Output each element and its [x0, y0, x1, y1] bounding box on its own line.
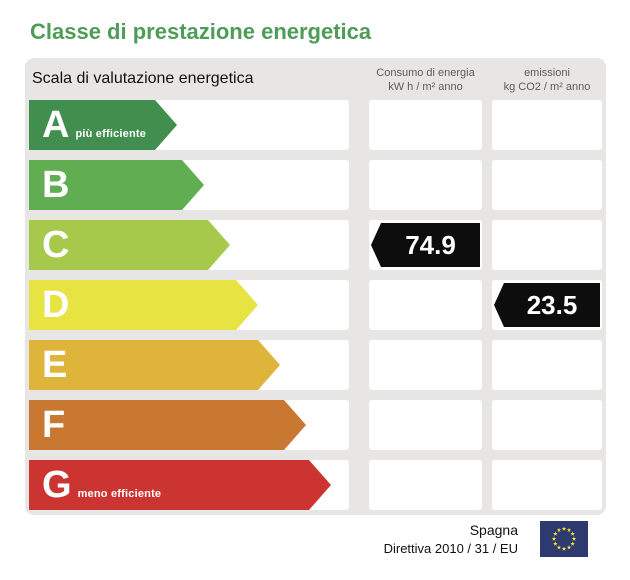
page-title: Classe di prestazione energetica [30, 19, 372, 44]
emissioni-cell [492, 340, 602, 390]
class-arrow-b: B [29, 160, 204, 210]
energy-class-row-b: B [29, 160, 606, 210]
class-letter: B [42, 164, 70, 206]
eu-flag-icon [540, 521, 588, 557]
class-letter: C [42, 224, 70, 266]
class-arrow-e: E [29, 340, 280, 390]
class-letter: A [42, 104, 70, 146]
class-letter: G [42, 464, 72, 506]
consumo-column-header-line2: kW h / m² anno [388, 81, 463, 93]
class-arrow-d: D [29, 280, 258, 330]
consumo-cell [369, 280, 482, 330]
energy-class-row-e: E [29, 340, 606, 390]
energy-class-row-c: C 74.9 [29, 220, 606, 270]
consumo-value-indicator: 74.9 [371, 223, 480, 267]
class-track: E [29, 340, 349, 390]
scale-header-row: Scala di valutazione energetica Consumo … [25, 58, 606, 100]
class-letter: E [42, 344, 68, 386]
class-arrow-a: A più efficiente [29, 100, 177, 150]
energy-class-row-g: G meno efficiente [29, 460, 606, 510]
class-letter: F [42, 404, 66, 446]
emissioni-cell [492, 160, 602, 210]
consumo-cell [369, 400, 482, 450]
energy-class-row-d: D 23.5 [29, 280, 606, 330]
consumo-column-header: Consumo di energia kW h / m² anno [369, 64, 482, 94]
energy-class-row-f: F [29, 400, 606, 450]
footer: Spagna Direttiva 2010 / 31 / EU [0, 521, 588, 557]
scale-header-label: Scala di valutazione energetica [32, 70, 254, 87]
emissioni-cell: 23.5 [492, 280, 602, 330]
consumo-cell [369, 460, 482, 510]
class-track: F [29, 400, 349, 450]
energy-scale-panel: Scala di valutazione energetica Consumo … [25, 58, 606, 515]
emissioni-cell [492, 400, 602, 450]
emissioni-column-header: emissioni kg CO2 / m² anno [492, 64, 602, 94]
class-track: A più efficiente [29, 100, 349, 150]
emissioni-cell [492, 220, 602, 270]
footer-directive: Direttiva 2010 / 31 / EU [383, 541, 518, 556]
consumo-column-header-line1: Consumo di energia [376, 67, 475, 79]
class-track: D [29, 280, 349, 330]
consumo-cell: 74.9 [369, 220, 482, 270]
class-note: meno efficiente [77, 488, 162, 500]
emissioni-cell [492, 100, 602, 150]
emissioni-column-header-line2: kg CO2 / m² anno [503, 81, 591, 93]
class-arrow-g: G meno efficiente [29, 460, 331, 510]
energy-class-row-a: A più efficiente [29, 100, 606, 150]
consumo-cell [369, 340, 482, 390]
emissioni-value-indicator: 23.5 [494, 283, 600, 327]
emissioni-column-header-line1: emissioni [524, 67, 570, 79]
class-letter: D [42, 284, 70, 326]
consumo-cell [369, 100, 482, 150]
class-track: C [29, 220, 349, 270]
class-track: G meno efficiente [29, 460, 349, 510]
consumo-cell [369, 160, 482, 210]
footer-text: Spagna Direttiva 2010 / 31 / EU [384, 522, 518, 556]
class-arrow-f: F [29, 400, 306, 450]
class-note: più efficiente [75, 128, 147, 140]
class-track: B [29, 160, 349, 210]
class-arrow-c: C [29, 220, 230, 270]
emissioni-cell [492, 460, 602, 510]
footer-country: Spagna [469, 522, 518, 538]
